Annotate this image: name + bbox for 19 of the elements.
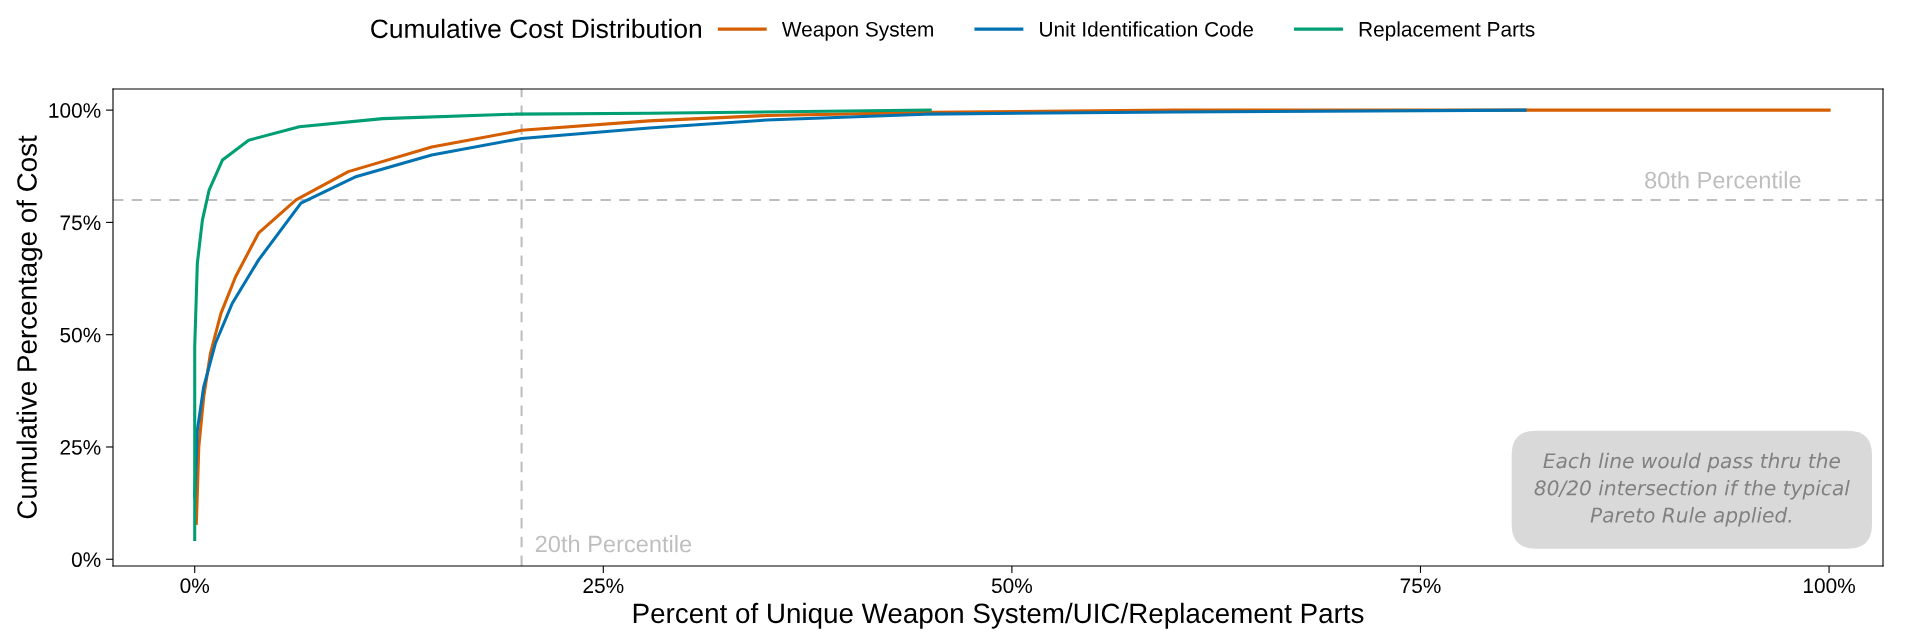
x-tick-label: 100% <box>1804 578 1855 594</box>
y-axis-title: Cumulative Percentage of Cost <box>16 135 43 519</box>
legend-label: Unit Identification Code <box>1040 21 1253 37</box>
y-tick-label: 75% <box>60 215 101 231</box>
x-tick-label: 50% <box>991 578 1032 594</box>
legend-title: Cumulative Cost Distribution <box>371 18 701 39</box>
x-tick-label: 0% <box>180 578 210 594</box>
legend-label: Replacement Parts <box>1359 21 1535 41</box>
ref-line-label: 20th Percentile <box>535 535 692 553</box>
y-tick-label: 50% <box>60 327 101 343</box>
legend-label: Weapon System <box>781 21 933 41</box>
annotation: Each line would pass thru the 80/20 intersection if the typical Pareto Rule applied. <box>1534 452 1850 527</box>
y-tick-label: 25% <box>60 439 101 455</box>
ref-line-label: 80th Percentile <box>1645 171 1801 189</box>
x-axis-title: Percent of Unique Weapon System/UIC/Replacement Parts <box>633 602 1364 629</box>
y-tick-label: 0% <box>71 552 101 568</box>
y-tick-label: 100% <box>49 103 101 118</box>
x-tick-label: 25% <box>583 578 624 594</box>
x-tick-label: 75% <box>1400 578 1441 594</box>
